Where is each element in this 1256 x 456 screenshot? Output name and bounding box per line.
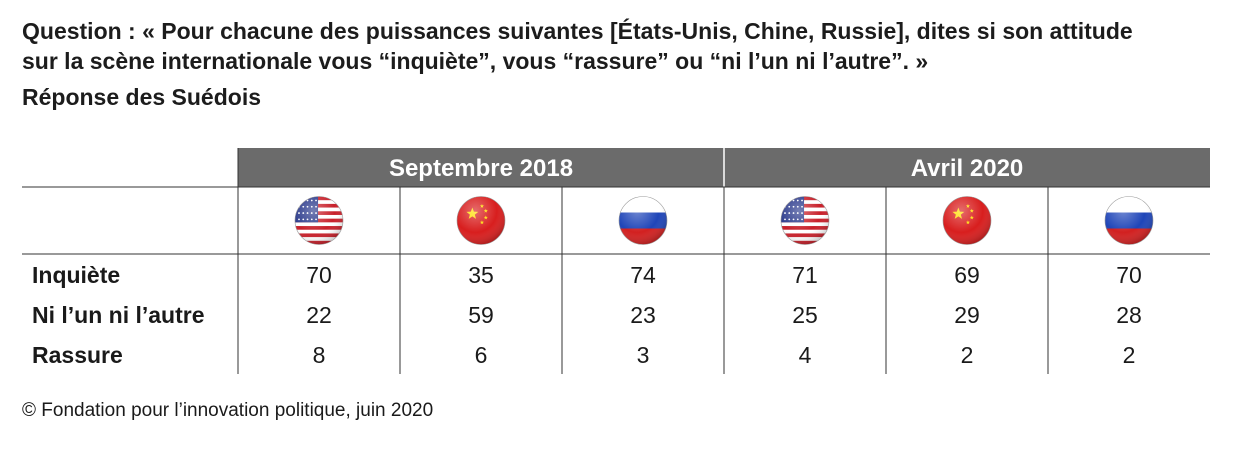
- cell-value: 74: [630, 262, 656, 288]
- russia-flag-icon: [618, 196, 668, 245]
- row-label: Inquiète: [32, 262, 120, 288]
- period-header-bg: [724, 148, 1210, 187]
- cell-value: 23: [630, 302, 656, 328]
- cell-value: 70: [306, 262, 332, 288]
- source-note: © Fondation pour l’innovation politique,…: [22, 400, 434, 421]
- china-flag-icon: [942, 196, 992, 245]
- cell-value: 2: [1123, 342, 1136, 368]
- us-flag-icon: [294, 196, 344, 245]
- row-label: Ni l’un ni l’autre: [32, 302, 205, 328]
- cell-value: 70: [1116, 262, 1142, 288]
- cell-value: 3: [637, 342, 650, 368]
- cell-value: 69: [954, 262, 980, 288]
- china-flag-icon: [456, 196, 506, 245]
- cell-value: 22: [306, 302, 332, 328]
- cell-value: 6: [475, 342, 488, 368]
- cell-value: 29: [954, 302, 980, 328]
- cell-value: 59: [468, 302, 494, 328]
- question-line-2: sur la scène internationale vous “inquiè…: [22, 48, 929, 74]
- cell-value: 35: [468, 262, 494, 288]
- period-header-label: Avril 2020: [911, 155, 1024, 182]
- row-label: Rassure: [32, 342, 123, 368]
- cell-value: 2: [961, 342, 974, 368]
- us-flag-icon: [780, 196, 830, 245]
- cell-value: 8: [313, 342, 326, 368]
- cell-value: 28: [1116, 302, 1142, 328]
- period-header-label: Septembre 2018: [389, 155, 573, 182]
- cell-value: 25: [792, 302, 818, 328]
- question-text: Question : « Pour chacune des puissances…: [22, 16, 1222, 76]
- cell-value: 4: [799, 342, 812, 368]
- question-line-1: Question : « Pour chacune des puissances…: [22, 18, 1133, 44]
- russia-flag-icon: [1104, 196, 1154, 245]
- period-header-bg: [238, 148, 724, 187]
- cell-value: 71: [792, 262, 818, 288]
- subtitle: Réponse des Suédois: [22, 84, 262, 110]
